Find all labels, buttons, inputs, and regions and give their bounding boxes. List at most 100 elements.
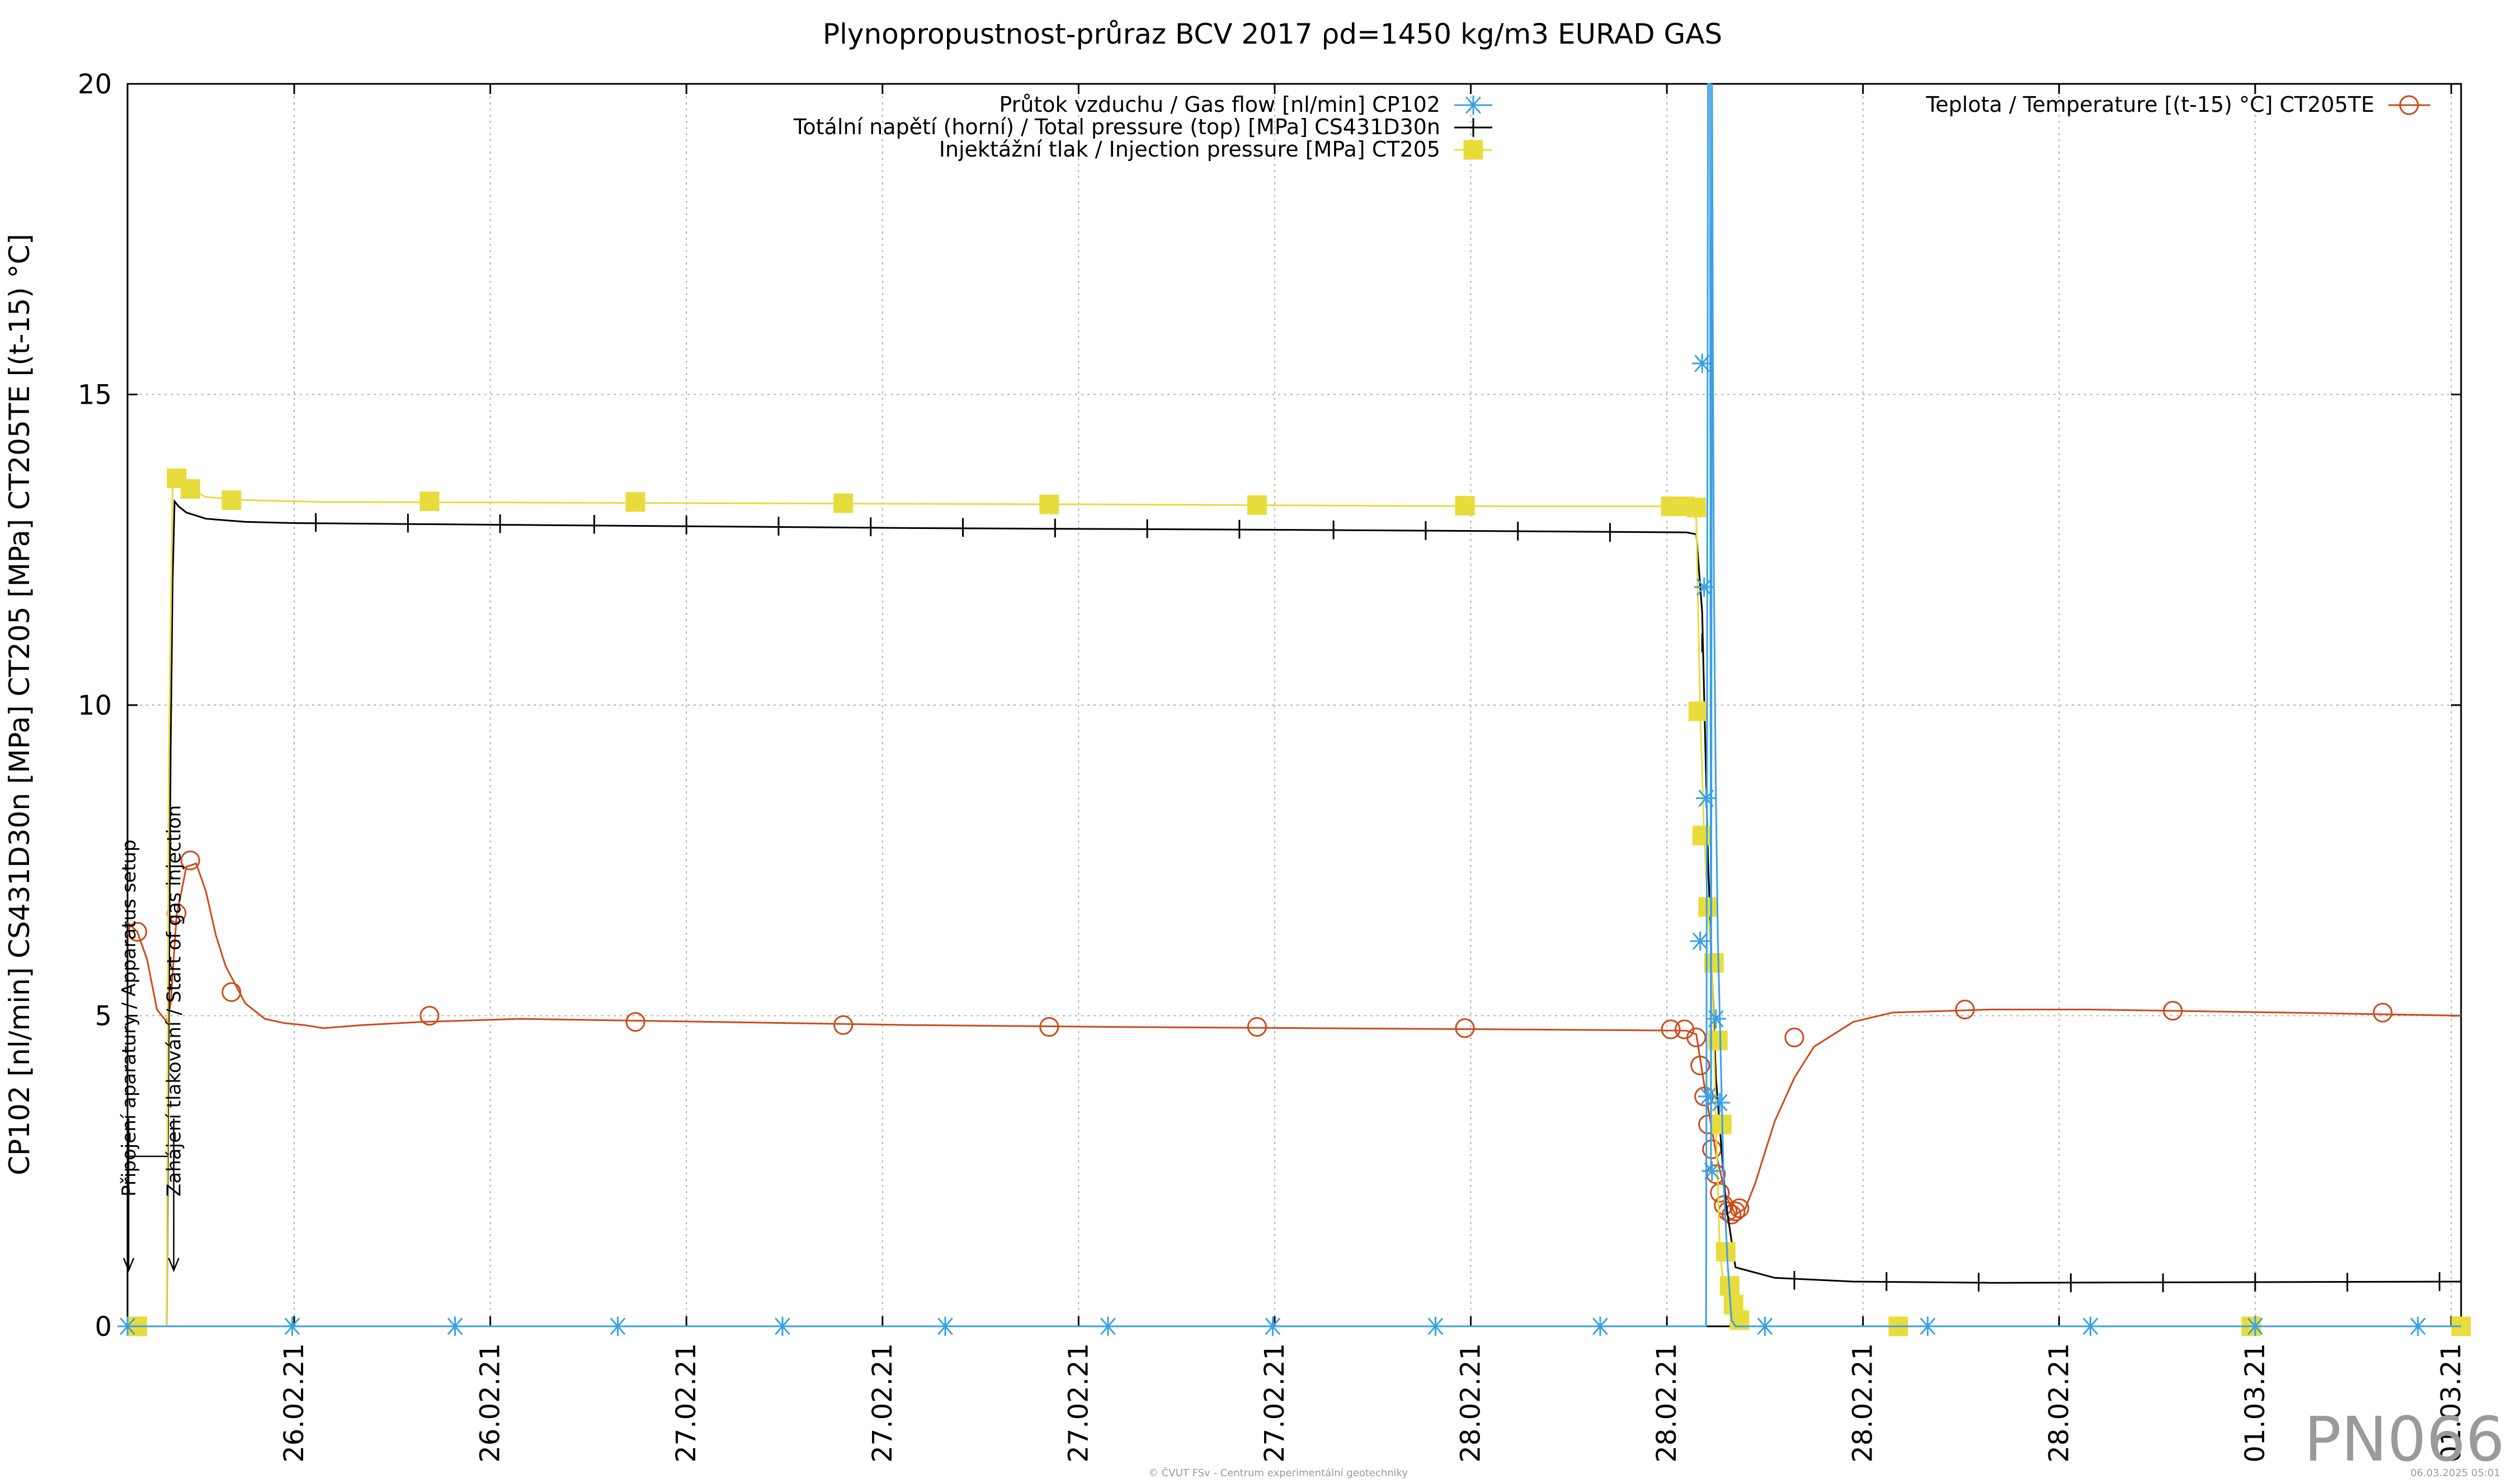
- data-point: [833, 1015, 854, 1035]
- data-point: [420, 491, 440, 512]
- annotations: Připojení aparatury / Apparatus setup Zah…: [118, 805, 186, 1273]
- data-point: [625, 1012, 645, 1032]
- footer-credit: © ČVUT FSv - Centrum experimentální geot…: [1148, 1467, 1408, 1479]
- annotation-arrowhead: [122, 1258, 135, 1273]
- legend-label: Teplota / Temperature [(t-15) °C] CT205T…: [1926, 92, 2374, 117]
- x-tick-label: 28.02.21: [1651, 1343, 1682, 1463]
- watermark-label: PN066: [2304, 1403, 2505, 1475]
- data-point: [1690, 1055, 1710, 1075]
- data-point: [117, 1316, 138, 1336]
- x-tick-label: 28.02.21: [2043, 1343, 2075, 1463]
- data-point: [282, 1316, 303, 1336]
- marker-shape: [1463, 140, 1483, 160]
- data-point: [1709, 1093, 1730, 1113]
- data-point: [2407, 1316, 2429, 1336]
- data-point: [935, 1316, 956, 1336]
- data-point: [127, 921, 148, 942]
- marker-shape: [1686, 1027, 1707, 1047]
- marker-shape: [221, 490, 242, 510]
- legend-entry: Průtok vzduchu / Gas flow [nl/min] CP102: [999, 92, 1492, 117]
- series-star: [117, 83, 2461, 1336]
- data-point: [1097, 1316, 1119, 1336]
- y-tick-label: 5: [95, 1001, 112, 1032]
- chart-title: Plynopropustnost-průraz BCV 2017 ρd=1450…: [823, 18, 1722, 50]
- x-tick-label: 01.03.21: [2240, 1343, 2271, 1463]
- data-point: [1455, 1018, 1475, 1038]
- data-point: [1686, 1027, 1707, 1047]
- data-point: [1661, 1019, 1681, 1039]
- data-point: [445, 1316, 465, 1336]
- marker-shape: [625, 492, 645, 512]
- annotation-arrowhead: [168, 1258, 180, 1273]
- series-group: [117, 83, 2471, 1336]
- legend-swatch-marker: [1463, 95, 1484, 115]
- data-point: [1694, 577, 1714, 597]
- marker-shape: [2399, 95, 2419, 115]
- x-tick-label: 28.02.21: [1455, 1343, 1487, 1463]
- data-point: [1701, 1161, 1722, 1181]
- data-point: [1755, 1316, 1775, 1336]
- marker-shape: [180, 479, 200, 499]
- data-point: [2373, 1003, 2393, 1023]
- data-point: [180, 850, 200, 871]
- marker-shape: [1455, 1018, 1475, 1038]
- marker-shape: [2373, 1003, 2393, 1023]
- marker-shape: [1686, 498, 1707, 518]
- data-point: [2080, 1316, 2101, 1336]
- marker-shape: [2163, 1001, 2183, 1021]
- marker-shape: [1692, 825, 1712, 845]
- data-point: [180, 479, 200, 499]
- data-point: [1955, 999, 1975, 1019]
- marker-shape: [833, 493, 854, 513]
- data-point: [1425, 1316, 1446, 1336]
- data-point: [1692, 353, 1713, 374]
- legend-label: Průtok vzduchu / Gas flow [nl/min] CP102: [999, 92, 1440, 117]
- data-point: [1715, 1242, 1736, 1262]
- legend-label: Totální napětí (horní) / Total pressure …: [793, 115, 1440, 139]
- marker-shape: [1698, 897, 1718, 917]
- marker-shape: [420, 491, 440, 512]
- marker-shape: [1039, 1017, 1059, 1037]
- footer-timestamp: 06.03.2025 05:01: [2410, 1467, 2500, 1479]
- y-axis-label: CP102 [nl/min] CS431D30n [MPa] CT205 [MP…: [3, 234, 36, 1175]
- series-line: [166, 499, 2462, 1327]
- data-point: [221, 490, 242, 510]
- data-point: [2245, 1316, 2266, 1336]
- marker-shape: [221, 982, 242, 1002]
- data-point: [221, 982, 242, 1002]
- legend-swatch-marker: [2399, 95, 2419, 115]
- marker-shape: [127, 921, 148, 942]
- marker-shape: [180, 850, 200, 871]
- series-tick: [166, 499, 2462, 1327]
- legend-entry: Totální napětí (horní) / Total pressure …: [793, 115, 1492, 139]
- data-point: [1698, 897, 1718, 917]
- series-square: [128, 468, 2471, 1336]
- data-point: [625, 492, 645, 512]
- marker-shape: [1247, 495, 1267, 515]
- x-tick-label: 01.03.21: [2435, 1343, 2467, 1463]
- data-point: [607, 1316, 628, 1336]
- data-point: [772, 1316, 793, 1336]
- data-point: [1729, 1198, 1750, 1218]
- marker-shape: [833, 1015, 854, 1035]
- x-tick-label: 27.02.21: [867, 1343, 898, 1463]
- x-tick-label: 28.02.21: [1847, 1343, 1879, 1463]
- marker-shape: [1039, 494, 1059, 514]
- marker-shape: [1955, 999, 1975, 1019]
- data-point: [1247, 495, 1267, 515]
- marker-shape: [1710, 1183, 1730, 1203]
- annotation: Připojení aparatury / Apparatus setup: [118, 839, 168, 1273]
- data-point: [1710, 1183, 1730, 1203]
- data-point: [833, 493, 854, 513]
- data-point: [420, 1005, 440, 1026]
- marker-shape: [1715, 1242, 1736, 1262]
- marker-shape: [1729, 1198, 1750, 1218]
- data-point: [1262, 1316, 1283, 1336]
- data-point: [1690, 931, 1710, 951]
- data-point: [2163, 1001, 2183, 1021]
- x-tick-label: 27.02.21: [1259, 1343, 1290, 1463]
- legend-label: Injektážní tlak / Injection pressure [MP…: [939, 137, 1440, 162]
- marker-shape: [1455, 495, 1475, 516]
- legend-entry: Injektážní tlak / Injection pressure [MP…: [939, 137, 1492, 162]
